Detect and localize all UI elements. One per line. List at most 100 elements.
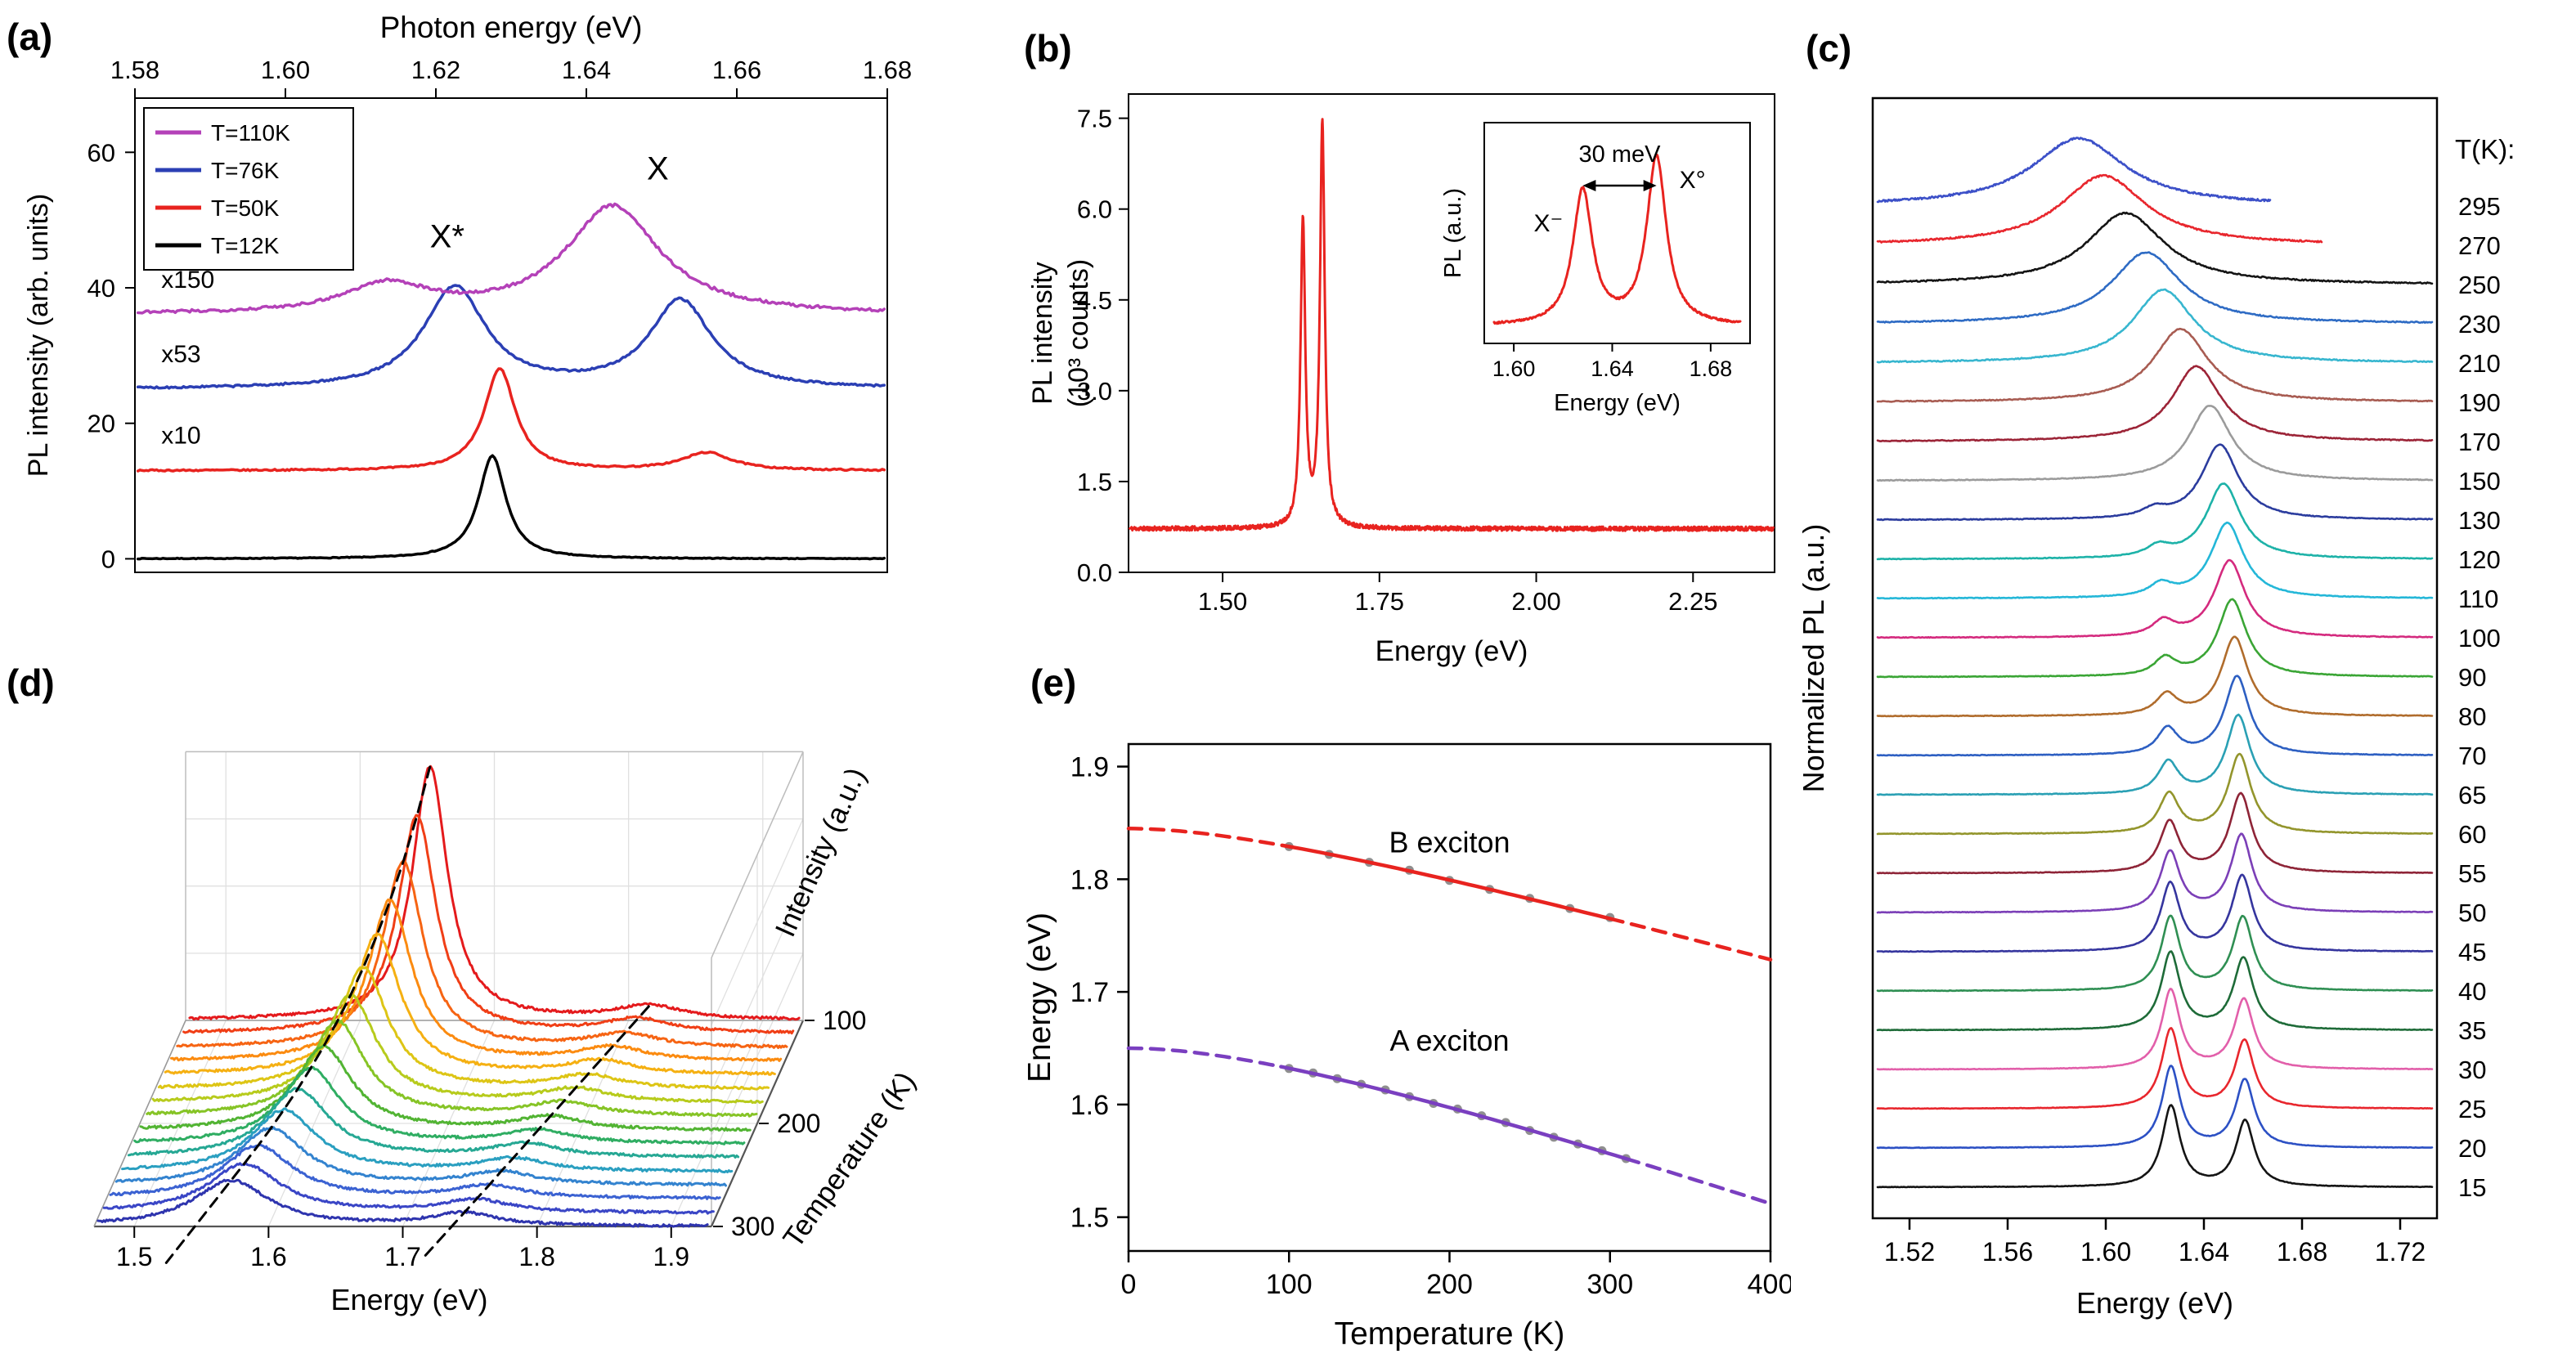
e-ytick-label: 1.6 [1070,1090,1109,1121]
c-temp-label: 150 [2458,467,2501,495]
panel-e-label: (e) [1030,661,1077,704]
d-depth-label: Temperature (K) [777,1066,922,1254]
c-temp-label: 25 [2458,1095,2486,1123]
d-xtick-label: 1.7 [384,1242,420,1271]
c-temp-label: 30 [2458,1056,2486,1084]
a-spectrum-T=12K [136,454,886,561]
b-inset-xtick-label: 1.64 [1591,356,1634,381]
c-temp-label: 20 [2458,1134,2486,1163]
b-inset-arrowhead-left [1582,180,1596,191]
d-spectrum-260 [114,1126,727,1187]
a-plot-frame [134,97,888,573]
a-xtick-label: 1.66 [712,56,761,84]
b-xtick-label: 2.00 [1511,587,1560,616]
b-inset-xtick-label: 1.60 [1492,356,1536,381]
d-rightwall-grid [711,818,804,1025]
c-temp-label: 100 [2458,624,2501,652]
c-temp-label: 60 [2458,820,2486,849]
c-spectrum-65 [1876,713,2434,796]
e-ytick-label: 1.8 [1070,864,1109,895]
d-zlabel: Intensity (a.u.) [770,763,873,941]
d-spectrum-300 [96,1178,709,1228]
c-plot-frame [1871,96,2439,1220]
c-xtick-label: 1.52 [1884,1237,1935,1267]
b-xtick-label: 1.75 [1355,587,1404,616]
e-curve-dashed-high [1608,917,1773,962]
a-annotation: X* [430,218,464,254]
b-ylabel-line2: (10³ counts) [1063,259,1094,407]
d-xtick-label: 1.5 [116,1242,152,1271]
c-temp-label: 45 [2458,938,2486,966]
c-spectrum-35 [1876,950,2434,1032]
c-temp-label: 170 [2458,428,2501,456]
panel-c-chart: 1.52 1.56 1.60 1.64 1.68 1.72 Energy (eV) Norma… [1797,96,2515,1320]
e-xtick-label: 400 [1748,1269,1791,1300]
d-trackline-B-exciton [420,1005,650,1262]
c-spectrum-30 [1876,988,2434,1071]
a-scale-label: x53 [161,341,200,368]
d-axis-temperature [710,1020,805,1227]
e-xtick-label: 300 [1586,1269,1633,1300]
c-spectrum-60 [1876,752,2434,836]
d-rightwall-grid [711,886,804,1092]
a-xtick-label: 1.60 [261,56,310,84]
c-temp-label: 130 [2458,506,2501,535]
d-depth-tick-label: 200 [777,1109,820,1138]
c-spectrum-190 [1876,327,2434,403]
a-ylabel: PL intensity (arb. units) [23,194,54,477]
e-curve-dashed-low [1126,827,1291,849]
c-temp-label: 65 [2458,781,2486,809]
a-ytick-label: 0 [101,545,115,573]
d-spectrum-140 [170,898,783,1062]
d-depth-tick-label: 100 [823,1006,866,1035]
c-spectrum-295 [1876,137,2272,204]
a-spectrum-T=110K [136,202,886,315]
b-xtick-label: 1.50 [1198,587,1247,616]
c-temp-label: 110 [2458,585,2498,613]
e-curve-solid [1287,845,1613,921]
b-ytick-label: 6.0 [1077,195,1112,224]
e-curve-dashed-low [1126,1046,1283,1069]
panel-e-chart: 0 100 200 300 400 Temperature (K) 1.5 1.6 1.7 1.8… [1022,742,1791,1352]
a-annotation: X [647,150,669,186]
c-spectrum-250 [1876,211,2434,285]
d-spectrum-220 [133,1065,746,1146]
c-temp-label: 190 [2458,388,2501,417]
e-xtick-label: 100 [1266,1269,1313,1300]
e-xtick-label: 200 [1426,1269,1473,1300]
e-xlabel: Temperature (K) [1335,1316,1565,1352]
d-xtick-label: 1.8 [518,1242,554,1271]
d-xlabel: Energy (eV) [330,1283,487,1316]
d-spectrum-100 [188,764,801,1021]
a-xtick-label: 1.64 [562,56,611,84]
c-xlabel: Energy (eV) [2076,1286,2233,1320]
e-ylabel: Energy (eV) [1022,912,1057,1083]
c-spectrum-120 [1876,482,2434,561]
d-xtick-label: 1.6 [250,1242,286,1271]
d-spectrum-287 [102,1161,715,1215]
c-temp-label: 15 [2458,1173,2486,1202]
c-spectrum-270 [1876,173,2323,244]
c-spectrum-90 [1876,598,2434,679]
c-spectrum-50 [1876,832,2434,914]
e-xtick-label: 0 [1121,1269,1137,1300]
c-xtick-label: 1.68 [2277,1237,2327,1267]
c-temp-header: T(K): [2455,134,2515,164]
d-spectrum-153 [164,933,776,1076]
b-inset-spectrum [1492,153,1742,325]
a-xlabel: Photon energy (eV) [380,11,643,44]
a-scale-label: x150 [161,267,214,294]
c-temp-label: 120 [2458,545,2501,574]
a-xtick-label: 1.68 [863,56,912,84]
a-legend-label: T=50K [211,195,280,221]
d-trackline-A-exciton [164,765,432,1264]
b-xtick-label: 2.25 [1668,587,1717,616]
b-ytick-label: 0.0 [1077,558,1112,587]
c-temp-label: 295 [2458,192,2501,221]
panel-d-chart: 1.5 1.6 1.7 1.8 1.9 Energy (eV) 100 200 300 Tempe… [93,751,922,1316]
a-legend-label: T=76K [211,158,280,183]
b-ytick-label: 3.0 [1077,377,1112,406]
c-temp-label: 270 [2458,231,2501,260]
panel-c: (c) 1.52 1.56 1.60 1.64 1.68 1.72 Energy (eV) N… [1791,16,2576,1357]
c-ylabel: Normalized PL (a.u.) [1797,524,1830,793]
